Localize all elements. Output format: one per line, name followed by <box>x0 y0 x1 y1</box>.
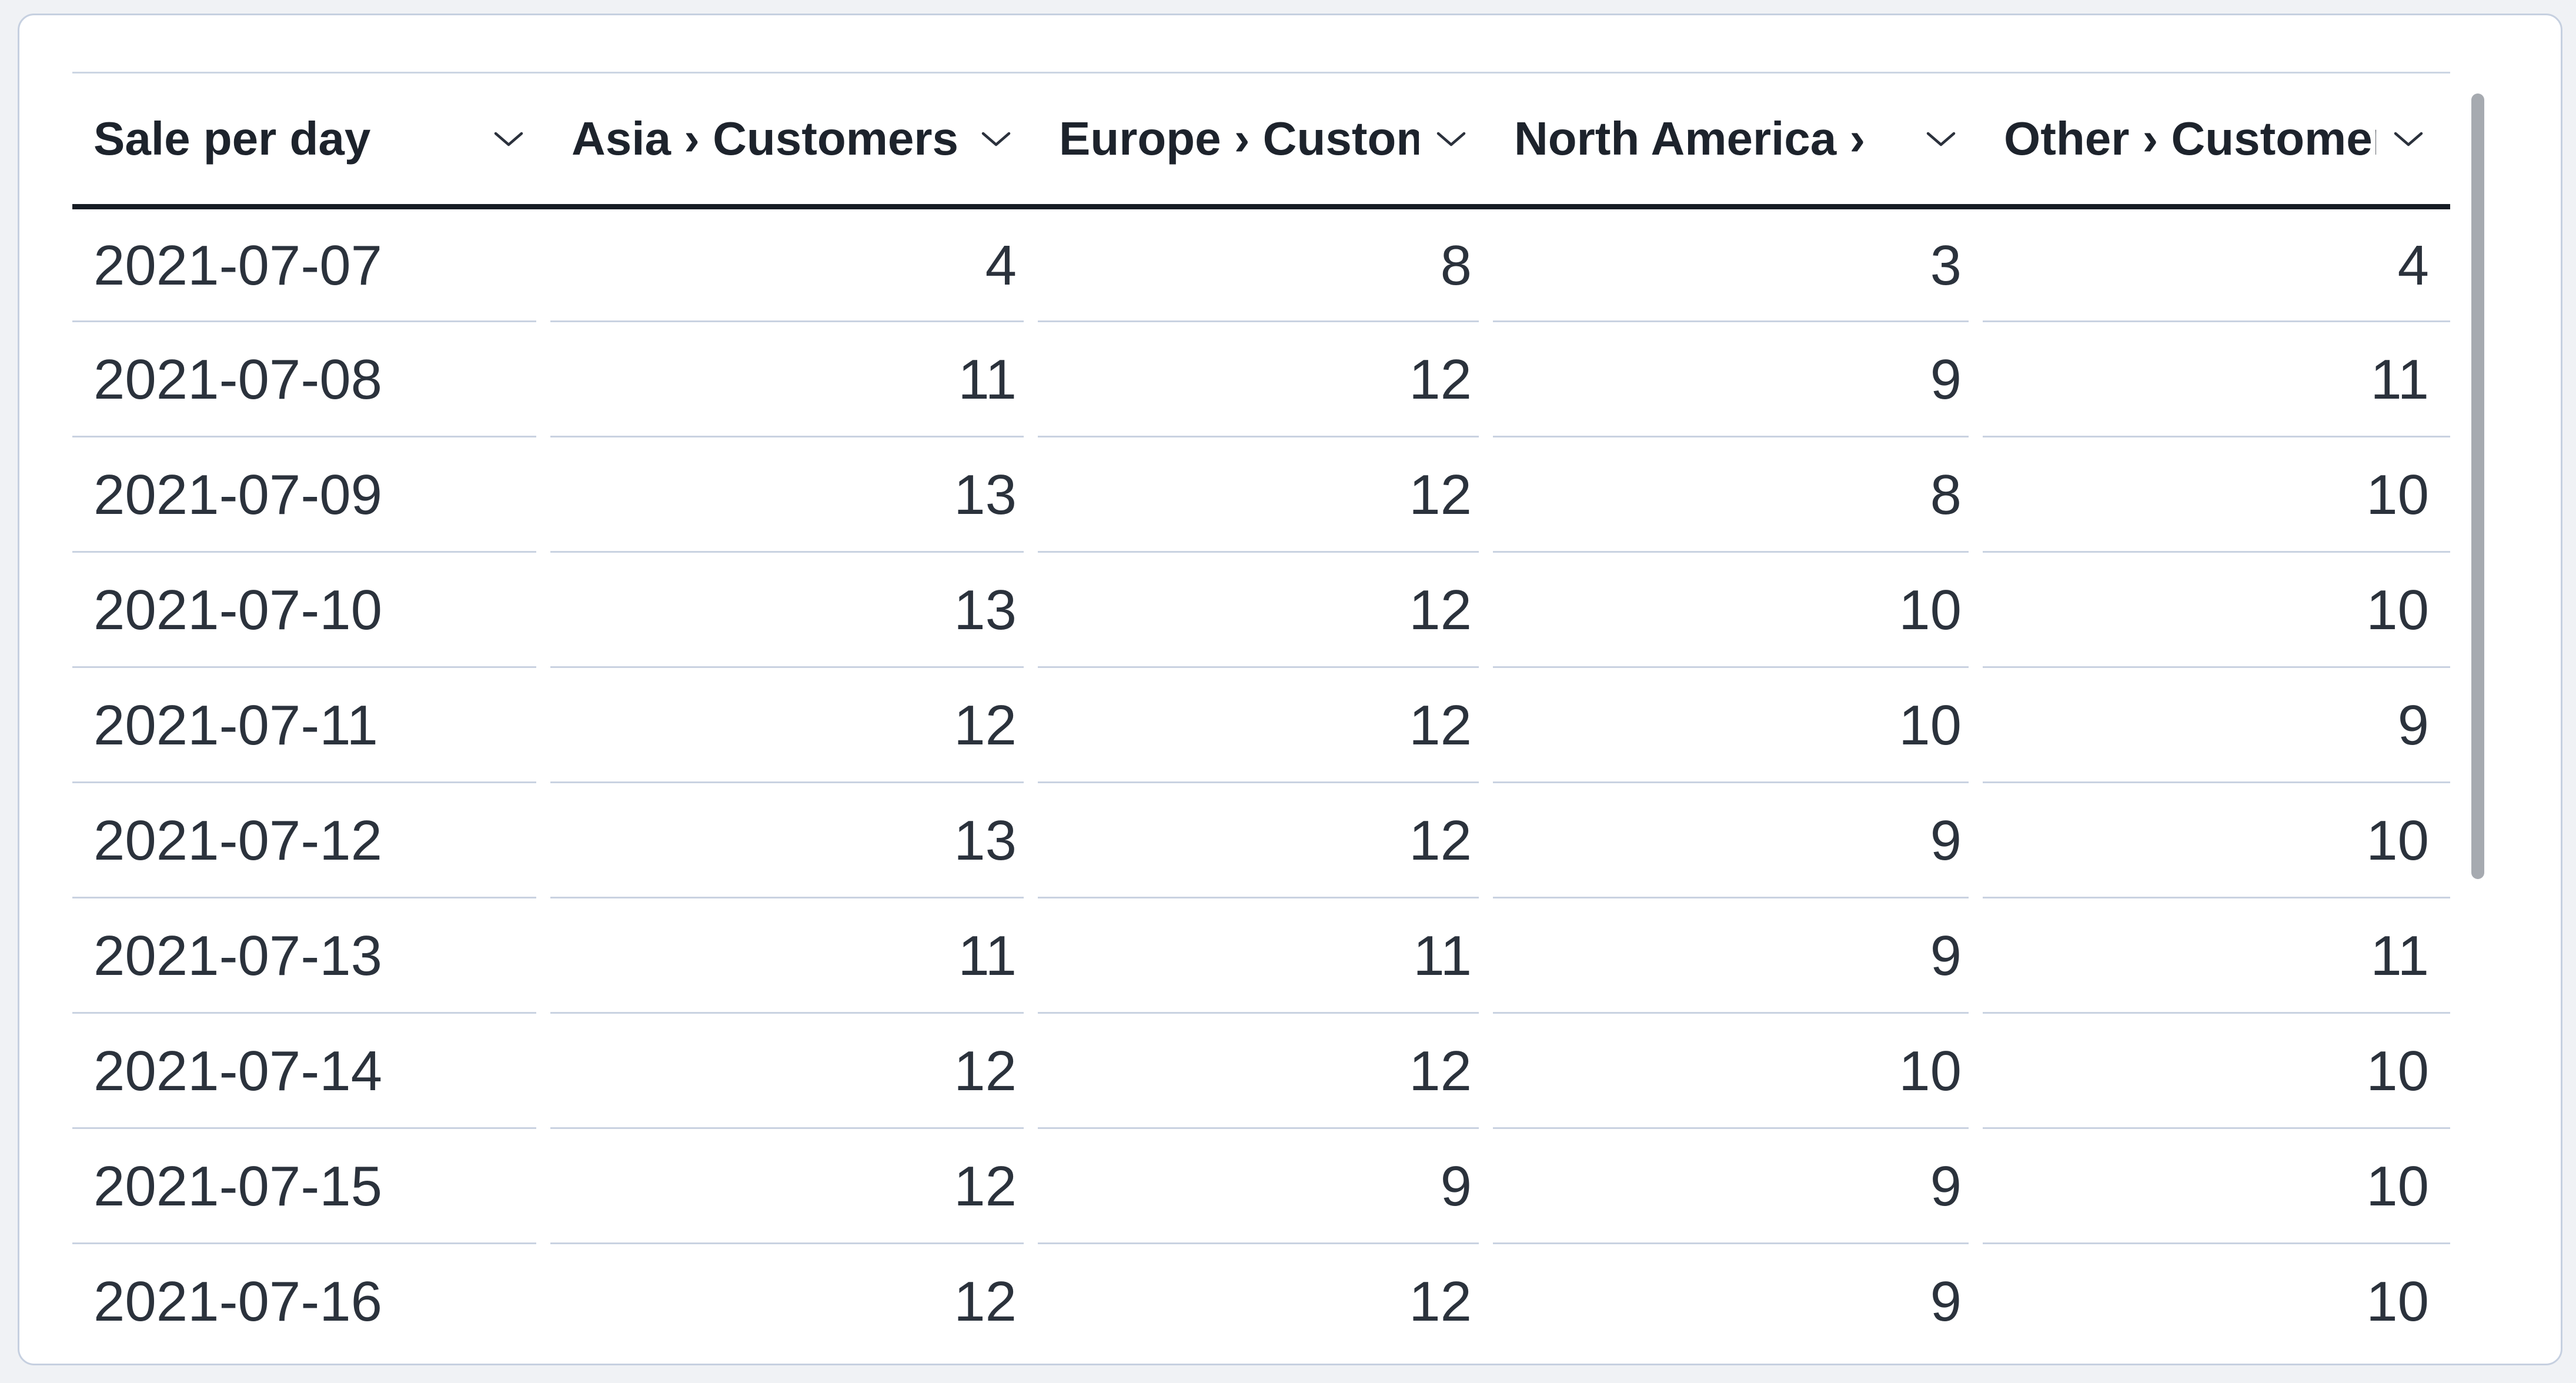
value-cell[interactable]: 10 <box>1983 783 2450 898</box>
column-header-inner: Europe › Customers <box>1038 112 1493 166</box>
column-header-label: Asia › Customers <box>572 112 958 165</box>
value-cell[interactable]: 9 <box>1038 1129 1493 1244</box>
chevron-down-icon <box>1926 132 1956 146</box>
value-cell[interactable]: 9 <box>1493 1129 1983 1244</box>
chevron-down-icon <box>1436 132 1466 146</box>
value-cell[interactable]: 13 <box>550 783 1038 898</box>
value-cell[interactable]: 10 <box>2366 1270 2429 1333</box>
column-header-north_america[interactable]: North America › <box>1493 72 1983 209</box>
value-cell[interactable]: 12 <box>1038 1014 1493 1129</box>
table-row: 2021-07-15 12 9 9 10 <box>72 1129 2450 1244</box>
date-cell[interactable]: 2021-07-11 <box>72 668 550 783</box>
date-cell[interactable]: 2021-07-16 <box>93 1270 383 1333</box>
value-cell[interactable]: 8 <box>1493 437 1983 553</box>
value-cell[interactable]: 10 <box>1493 668 1983 783</box>
column-header-asia[interactable]: Asia › Customers <box>550 72 1038 209</box>
table-row: 2021-07-08 11 12 9 11 <box>72 322 2450 437</box>
date-cell[interactable]: 2021-07-08 <box>72 322 550 437</box>
value-cell[interactable]: 10 <box>1983 553 2450 668</box>
column-header-other[interactable]: Other › Customers <box>1983 72 2450 209</box>
column-header-label: North America › <box>1514 112 1866 165</box>
value-cell[interactable]: 11 <box>550 322 1038 437</box>
date-cell[interactable]: 2021-07-09 <box>72 437 550 553</box>
table-row: 2021-07-09 13 12 8 10 <box>72 437 2450 553</box>
value-cell[interactable]: 4 <box>550 207 1038 322</box>
column-header-label: Europe › Customers <box>1059 112 1419 165</box>
value-cell[interactable]: 9 <box>1493 322 1983 437</box>
value-cell[interactable]: 12 <box>1038 783 1493 898</box>
value-cell[interactable]: 11 <box>550 898 1038 1014</box>
table-row: 2021-07-12 13 12 9 10 <box>72 783 2450 898</box>
value-cell[interactable]: 12 <box>1038 437 1493 553</box>
value-cell[interactable]: 9 <box>1493 898 1983 1014</box>
value-cell[interactable]: 10 <box>1983 1129 2450 1244</box>
value-cell[interactable]: 11 <box>1038 898 1493 1014</box>
value-cell[interactable]: 10 <box>1983 1014 2450 1129</box>
table-header-row: Sale per day Asia › Customers Europe › Cus… <box>72 72 2450 209</box>
table-scroll-area[interactable]: Sale per day Asia › Customers Europe › Cus… <box>72 72 2450 1364</box>
value-cell[interactable]: 11 <box>1983 322 2450 437</box>
value-cell[interactable]: 13 <box>550 437 1038 553</box>
column-header-date[interactable]: Sale per day <box>72 72 550 209</box>
column-header-inner: North America › <box>1493 112 1983 166</box>
table-card: Sale per day Asia › Customers Europe › Cus… <box>18 14 2562 1365</box>
value-cell[interactable]: 10 <box>1493 553 1983 668</box>
value-cell[interactable]: 13 <box>550 553 1038 668</box>
value-cell[interactable]: 12 <box>550 1129 1038 1244</box>
value-cell[interactable]: 12 <box>1409 1270 1472 1333</box>
value-cell[interactable]: 12 <box>1038 553 1493 668</box>
vertical-scrollbar-thumb[interactable] <box>2471 93 2484 879</box>
table-row: 2021-07-13 11 11 9 11 <box>72 898 2450 1014</box>
chevron-down-icon <box>2394 132 2423 146</box>
value-cell[interactable]: 8 <box>1038 207 1493 322</box>
value-cell[interactable]: 12 <box>1038 322 1493 437</box>
date-cell[interactable]: 2021-07-12 <box>72 783 550 898</box>
date-cell[interactable]: 2021-07-14 <box>72 1014 550 1129</box>
date-cell[interactable]: 2021-07-13 <box>72 898 550 1014</box>
date-cell[interactable]: 2021-07-15 <box>72 1129 550 1244</box>
value-cell[interactable]: 12 <box>550 668 1038 783</box>
value-cell[interactable]: 12 <box>550 1014 1038 1129</box>
value-cell[interactable]: 4 <box>1983 207 2450 322</box>
value-cell[interactable]: 9 <box>1930 1270 1962 1333</box>
column-header-inner: Asia › Customers <box>550 112 1038 166</box>
chevron-down-icon <box>494 132 523 146</box>
value-cell[interactable]: 12 <box>1038 668 1493 783</box>
date-cell[interactable]: 2021-07-10 <box>72 553 550 668</box>
table-row: 2021-07-11 12 12 10 9 <box>72 668 2450 783</box>
column-header-label: Other › Customers <box>2004 112 2376 165</box>
date-cell[interactable]: 2021-07-07 <box>72 207 550 322</box>
value-cell[interactable]: 9 <box>1983 668 2450 783</box>
value-cell[interactable]: 11 <box>1983 898 2450 1014</box>
table-row: 2021-07-16 12 12 9 10 <box>72 1244 2450 1359</box>
value-cell[interactable]: 9 <box>1493 783 1983 898</box>
column-header-label: Sale per day <box>93 112 371 165</box>
chevron-down-icon <box>981 132 1011 146</box>
column-header-inner: Sale per day <box>72 112 550 166</box>
data-table: Sale per day Asia › Customers Europe › Cus… <box>72 72 2450 1359</box>
value-cell[interactable]: 3 <box>1493 207 1983 322</box>
value-cell[interactable]: 10 <box>1983 437 2450 553</box>
value-cell[interactable]: 10 <box>1493 1014 1983 1129</box>
table-row: 2021-07-07 4 8 3 4 <box>72 207 2450 322</box>
column-header-inner: Other › Customers <box>1983 112 2450 166</box>
value-cell[interactable]: 12 <box>954 1270 1017 1333</box>
column-header-europe[interactable]: Europe › Customers <box>1038 72 1493 209</box>
table-row: 2021-07-10 13 12 10 10 <box>72 553 2450 668</box>
table-row: 2021-07-14 12 12 10 10 <box>72 1014 2450 1129</box>
